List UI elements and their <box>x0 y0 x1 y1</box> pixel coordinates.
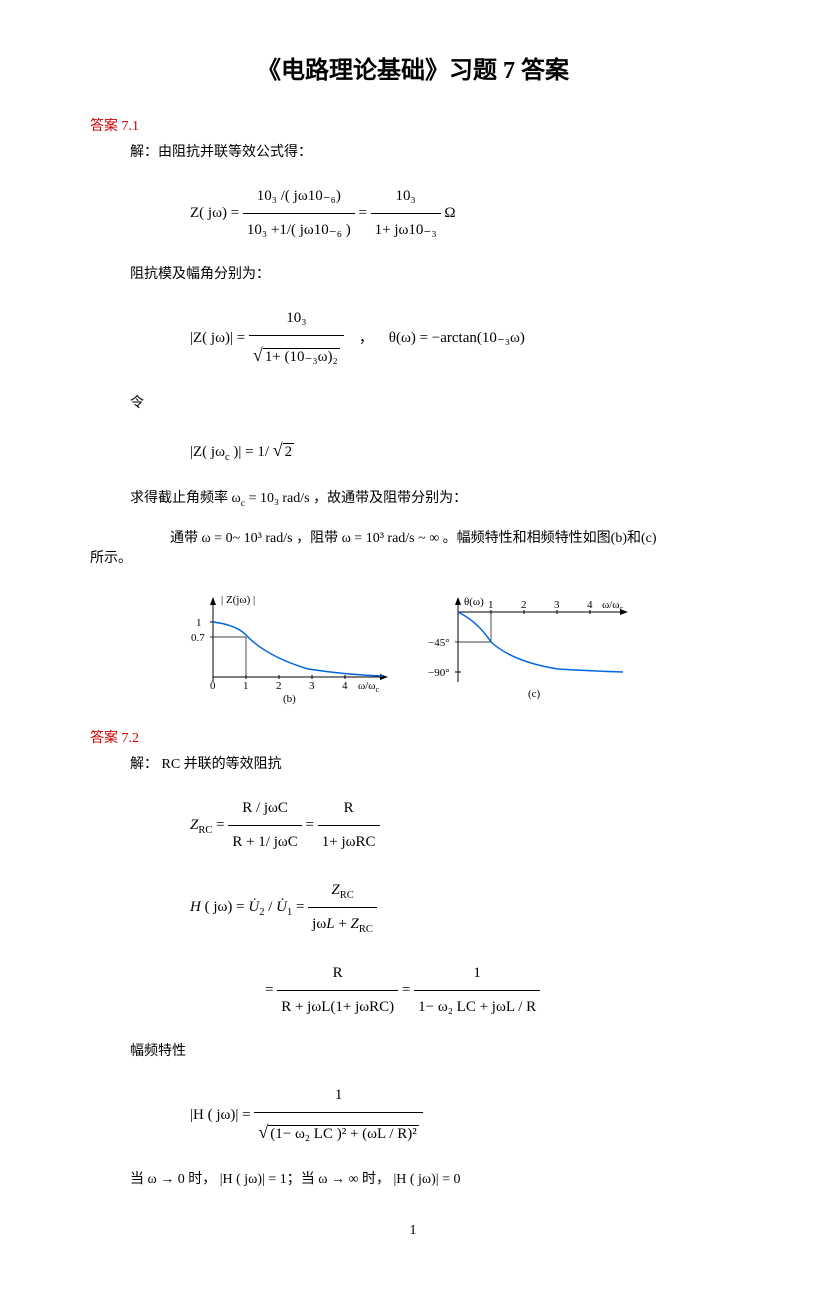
svg-text:3: 3 <box>309 680 315 692</box>
fig-c-ytick-90: −90° <box>428 667 450 679</box>
fig-c-xlabel: ω/ωc <box>602 599 624 613</box>
svg-text:2: 2 <box>276 680 282 692</box>
answer-7-2-header: 答案 7.2 <box>90 727 736 747</box>
line-4: 求得截止角频率 ωc = 10₃ rad/s ，故通带及阻带分别为： <box>130 486 736 512</box>
answer-7-1-header: 答案 7.1 <box>90 115 736 135</box>
line-1: 解：由阻抗并联等效公式得： <box>130 140 736 165</box>
line-2: 阻抗模及幅角分别为： <box>130 262 736 287</box>
formula-h-expand: = RR + jωL(1+ jωRC) = 11− ω₂ LC + jωL / … <box>265 957 736 1024</box>
page-number: 1 <box>90 1223 736 1239</box>
svg-text:4: 4 <box>587 599 593 611</box>
fig-b-curve <box>213 622 383 676</box>
s2-line-5: 当 ω → 0 时， |H ( jω)| = 1；当 ω → ∞ 时， |H (… <box>130 1167 736 1192</box>
line-5: 通带 ω = 0~ 10³ rad/s ，阻带 ω = 10³ rad/s ~ … <box>90 527 736 567</box>
figure-b-chart: | Z(jω) | 1 0.7 0 1 2 3 4 ω/ωc (b) <box>188 587 398 707</box>
fig-b-ytick-07: 0.7 <box>191 632 205 644</box>
formula-z-jw: Z( jω) = 10₃ /( jω10₋₆)10₃ +1/( jω10₋₆ )… <box>190 180 736 247</box>
fig-b-ylabel: | Z(jω) | <box>221 594 255 606</box>
s2-line-1: 解： RC 并联的等效阻抗 <box>130 752 736 777</box>
fig-b-caption: (b) <box>283 693 296 705</box>
section-7-2-content: 解： RC 并联的等效阻抗 ZRC = R / jωCR + 1/ jωC = … <box>130 752 736 1192</box>
fig-c-caption: (c) <box>528 688 541 700</box>
s2-line-4: 幅频特性 <box>130 1039 736 1064</box>
document-title: 《电路理论基础》习题 7 答案 <box>90 50 736 85</box>
svg-text:0: 0 <box>210 680 216 692</box>
line-3: 令 <box>130 391 736 416</box>
formula-mag-h: |H ( jω)| = 1√(1− ω₂ LC )² + (ωL / R)² <box>190 1079 736 1153</box>
svg-text:2: 2 <box>521 599 527 611</box>
fig-c-ytick-45: −45° <box>428 637 450 649</box>
svg-text:4: 4 <box>342 680 348 692</box>
fig-b-xlabel: ω/ωc <box>358 680 380 694</box>
figure-c-chart: θ(ω) −45° −90° 1 2 3 4 ω/ωc (c) <box>428 587 638 707</box>
fig-c-ylabel: θ(ω) <box>464 596 484 608</box>
svg-text:3: 3 <box>554 599 560 611</box>
svg-text:1: 1 <box>488 599 494 611</box>
formula-cutoff: |Z( jωc )| = 1/ √2 <box>190 431 736 471</box>
formula-zrc: ZRC = R / jωCR + 1/ jωC = R1+ jωRC <box>190 792 736 859</box>
formula-mag-phase: |Z( jω)| = 10₃√1+ (10₋₃ω)₂ ， θ(ω) = −arc… <box>190 302 736 376</box>
figures-row: | Z(jω) | 1 0.7 0 1 2 3 4 ω/ωc (b) θ(ω) … <box>90 587 736 707</box>
section-7-1-content: 解：由阻抗并联等效公式得： Z( jω) = 10₃ /( jω10₋₆)10₃… <box>130 140 736 512</box>
svg-text:1: 1 <box>243 680 249 692</box>
formula-h-jw: H ( jω) = U̇2 / U̇1 = ZRCjωL + ZRC <box>190 874 736 941</box>
fig-b-ytick-1: 1 <box>196 617 202 629</box>
